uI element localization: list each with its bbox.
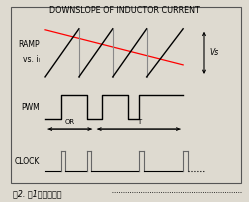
Bar (11, 7, 241, 183)
Text: 图2. 图1的控制波形: 图2. 图1的控制波形 (13, 189, 62, 198)
Text: Vs: Vs (209, 48, 218, 57)
Text: PWM: PWM (21, 103, 40, 112)
Text: vs. iₗ: vs. iₗ (23, 55, 40, 64)
Text: CLOCK: CLOCK (14, 157, 40, 166)
Text: T: T (137, 119, 141, 125)
Text: DOWNSLOPE OF INDUCTOR CURRENT: DOWNSLOPE OF INDUCTOR CURRENT (49, 6, 200, 15)
Text: OR: OR (65, 119, 75, 125)
Text: RAMP: RAMP (18, 40, 40, 49)
